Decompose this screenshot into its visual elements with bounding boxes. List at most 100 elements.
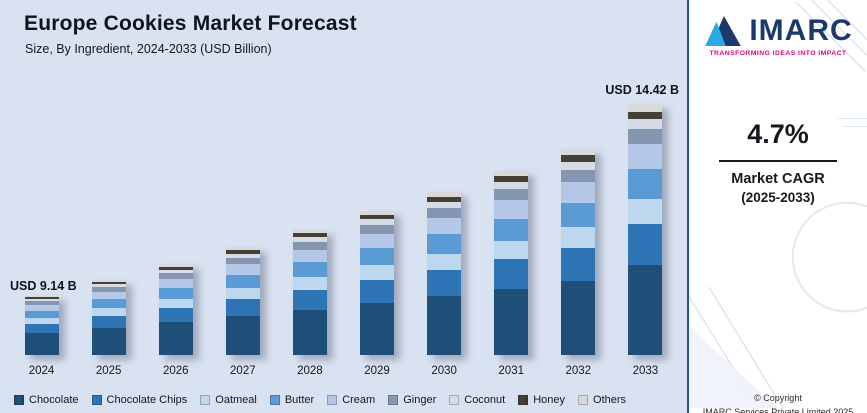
segment-others <box>561 149 596 156</box>
cagr-block: 4.7% Market CAGR (2025-2033) <box>689 119 867 205</box>
segment-others <box>225 247 260 251</box>
x-axis-label-2027: 2027 <box>230 365 256 377</box>
x-axis-labels: 2024 2025 2026 2027 2028 2029 2030 2031 2032 2033 <box>8 365 679 377</box>
segment-ginger <box>561 169 596 183</box>
segment-cream <box>225 264 260 276</box>
chart-legend: Chocolate Chocolate Chips Oatmeal Butter Cre… <box>14 394 683 406</box>
segment-chocolate <box>427 296 462 355</box>
stacked-bar-2033 <box>628 104 663 355</box>
x-axis-label-2030: 2030 <box>431 365 457 377</box>
copyright-line2: IMARC Services Private Limited 2025 <box>702 407 854 413</box>
segment-honey <box>494 176 529 182</box>
segment-chocolate-chips <box>91 315 126 328</box>
segment-others <box>292 229 327 234</box>
x-axis-label-2028: 2028 <box>297 365 323 377</box>
segment-cream <box>91 291 126 300</box>
segment-butter <box>158 287 193 299</box>
legend-swatch <box>518 395 529 405</box>
segment-coconut <box>225 253 260 258</box>
segment-honey <box>628 111 663 119</box>
segment-cream <box>158 278 193 288</box>
segment-coconut <box>24 299 59 302</box>
segment-coconut <box>158 269 193 274</box>
legend-item-chocolate-chips: Chocolate Chips <box>91 394 187 406</box>
bar-column-2027 <box>209 83 276 355</box>
bar-column-2025 <box>75 83 142 355</box>
segment-butter <box>292 262 327 278</box>
stacked-bar-2025 <box>91 279 126 355</box>
imarc-tagline: TRANSFORMING IDEAS INTO IMPACT <box>709 50 847 57</box>
legend-label: Coconut <box>464 394 506 406</box>
page-title: Europe Cookies Market Forecast <box>24 12 357 35</box>
legend-label: Chocolate <box>29 394 79 406</box>
segment-oatmeal <box>292 277 327 290</box>
copyright-note: © Copyright IMARC Services Private Limit… <box>689 392 867 413</box>
legend-swatch <box>578 395 589 405</box>
segment-chocolate <box>24 333 59 355</box>
x-axis-label-2025: 2025 <box>95 365 122 377</box>
segment-others <box>360 210 395 215</box>
legend-item-ginger: Ginger <box>388 394 436 406</box>
segment-butter <box>628 169 663 200</box>
segment-cream <box>494 200 529 219</box>
segment-oatmeal <box>628 199 663 225</box>
x-axis-label-2031: 2031 <box>498 365 524 377</box>
segment-honey <box>292 233 327 238</box>
segment-honey <box>225 250 260 254</box>
stacked-bar-2032 <box>561 149 596 355</box>
segment-cream <box>24 305 59 311</box>
imarc-logo-text: IMARC <box>749 14 853 47</box>
cagr-label-line2: (2025-2033) <box>741 190 815 205</box>
segment-chocolate-chips <box>158 307 193 323</box>
bar-column-2028 <box>276 83 343 355</box>
legend-label: Others <box>593 394 627 406</box>
segment-oatmeal <box>360 265 395 280</box>
segment-chocolate-chips <box>427 270 462 297</box>
plot-area <box>8 83 679 355</box>
imarc-logo: IMARC <box>689 16 867 46</box>
segment-coconut <box>292 237 327 243</box>
legend-item-oatmeal: Oatmeal <box>200 394 257 406</box>
segment-oatmeal <box>24 318 59 324</box>
segment-honey <box>561 155 596 162</box>
x-axis-label-2024: 2024 <box>28 365 55 377</box>
segment-coconut <box>628 118 663 130</box>
stacked-bar-2029 <box>360 210 395 355</box>
stacked-bar-2030 <box>427 191 462 355</box>
legend-swatch <box>269 395 280 405</box>
segment-chocolate <box>561 280 596 355</box>
stacked-bar-2028 <box>292 229 327 355</box>
segment-chocolate-chips <box>561 248 596 281</box>
segment-honey <box>427 196 462 202</box>
segment-ginger <box>91 287 126 292</box>
bar-column-2029 <box>343 83 410 355</box>
segment-others <box>427 191 462 197</box>
segment-chocolate-chips <box>494 259 529 289</box>
chart-subtitle: Size, By Ingredient, 2024-2033 (USD Bill… <box>25 42 272 56</box>
legend-swatch <box>91 395 102 405</box>
segment-butter <box>427 234 462 254</box>
segment-chocolate-chips <box>24 323 59 334</box>
legend-swatch <box>449 395 460 405</box>
segment-chocolate-chips <box>292 289 327 310</box>
legend-label: Oatmeal <box>215 394 257 406</box>
segment-others <box>494 170 529 177</box>
segment-chocolate-chips <box>225 299 260 317</box>
segment-chocolate <box>292 309 327 355</box>
segment-coconut <box>494 181 529 190</box>
segment-chocolate <box>91 327 126 355</box>
stacked-bar-2026 <box>158 264 193 355</box>
segment-oatmeal <box>225 288 260 299</box>
segment-ginger <box>360 224 395 234</box>
cagr-divider <box>719 160 837 162</box>
segment-butter <box>24 310 59 319</box>
segment-chocolate-chips <box>628 224 663 265</box>
segment-honey <box>24 297 59 300</box>
legend-item-butter: Butter <box>269 394 314 406</box>
copyright-line1: © Copyright <box>754 393 802 404</box>
annotation-last-year-value: USD 14.42 B <box>605 83 679 98</box>
bar-column-2031 <box>478 83 545 355</box>
legend-item-coconut: Coconut <box>449 394 505 406</box>
bar-column-2026 <box>142 83 209 355</box>
bar-column-2032 <box>545 83 612 355</box>
